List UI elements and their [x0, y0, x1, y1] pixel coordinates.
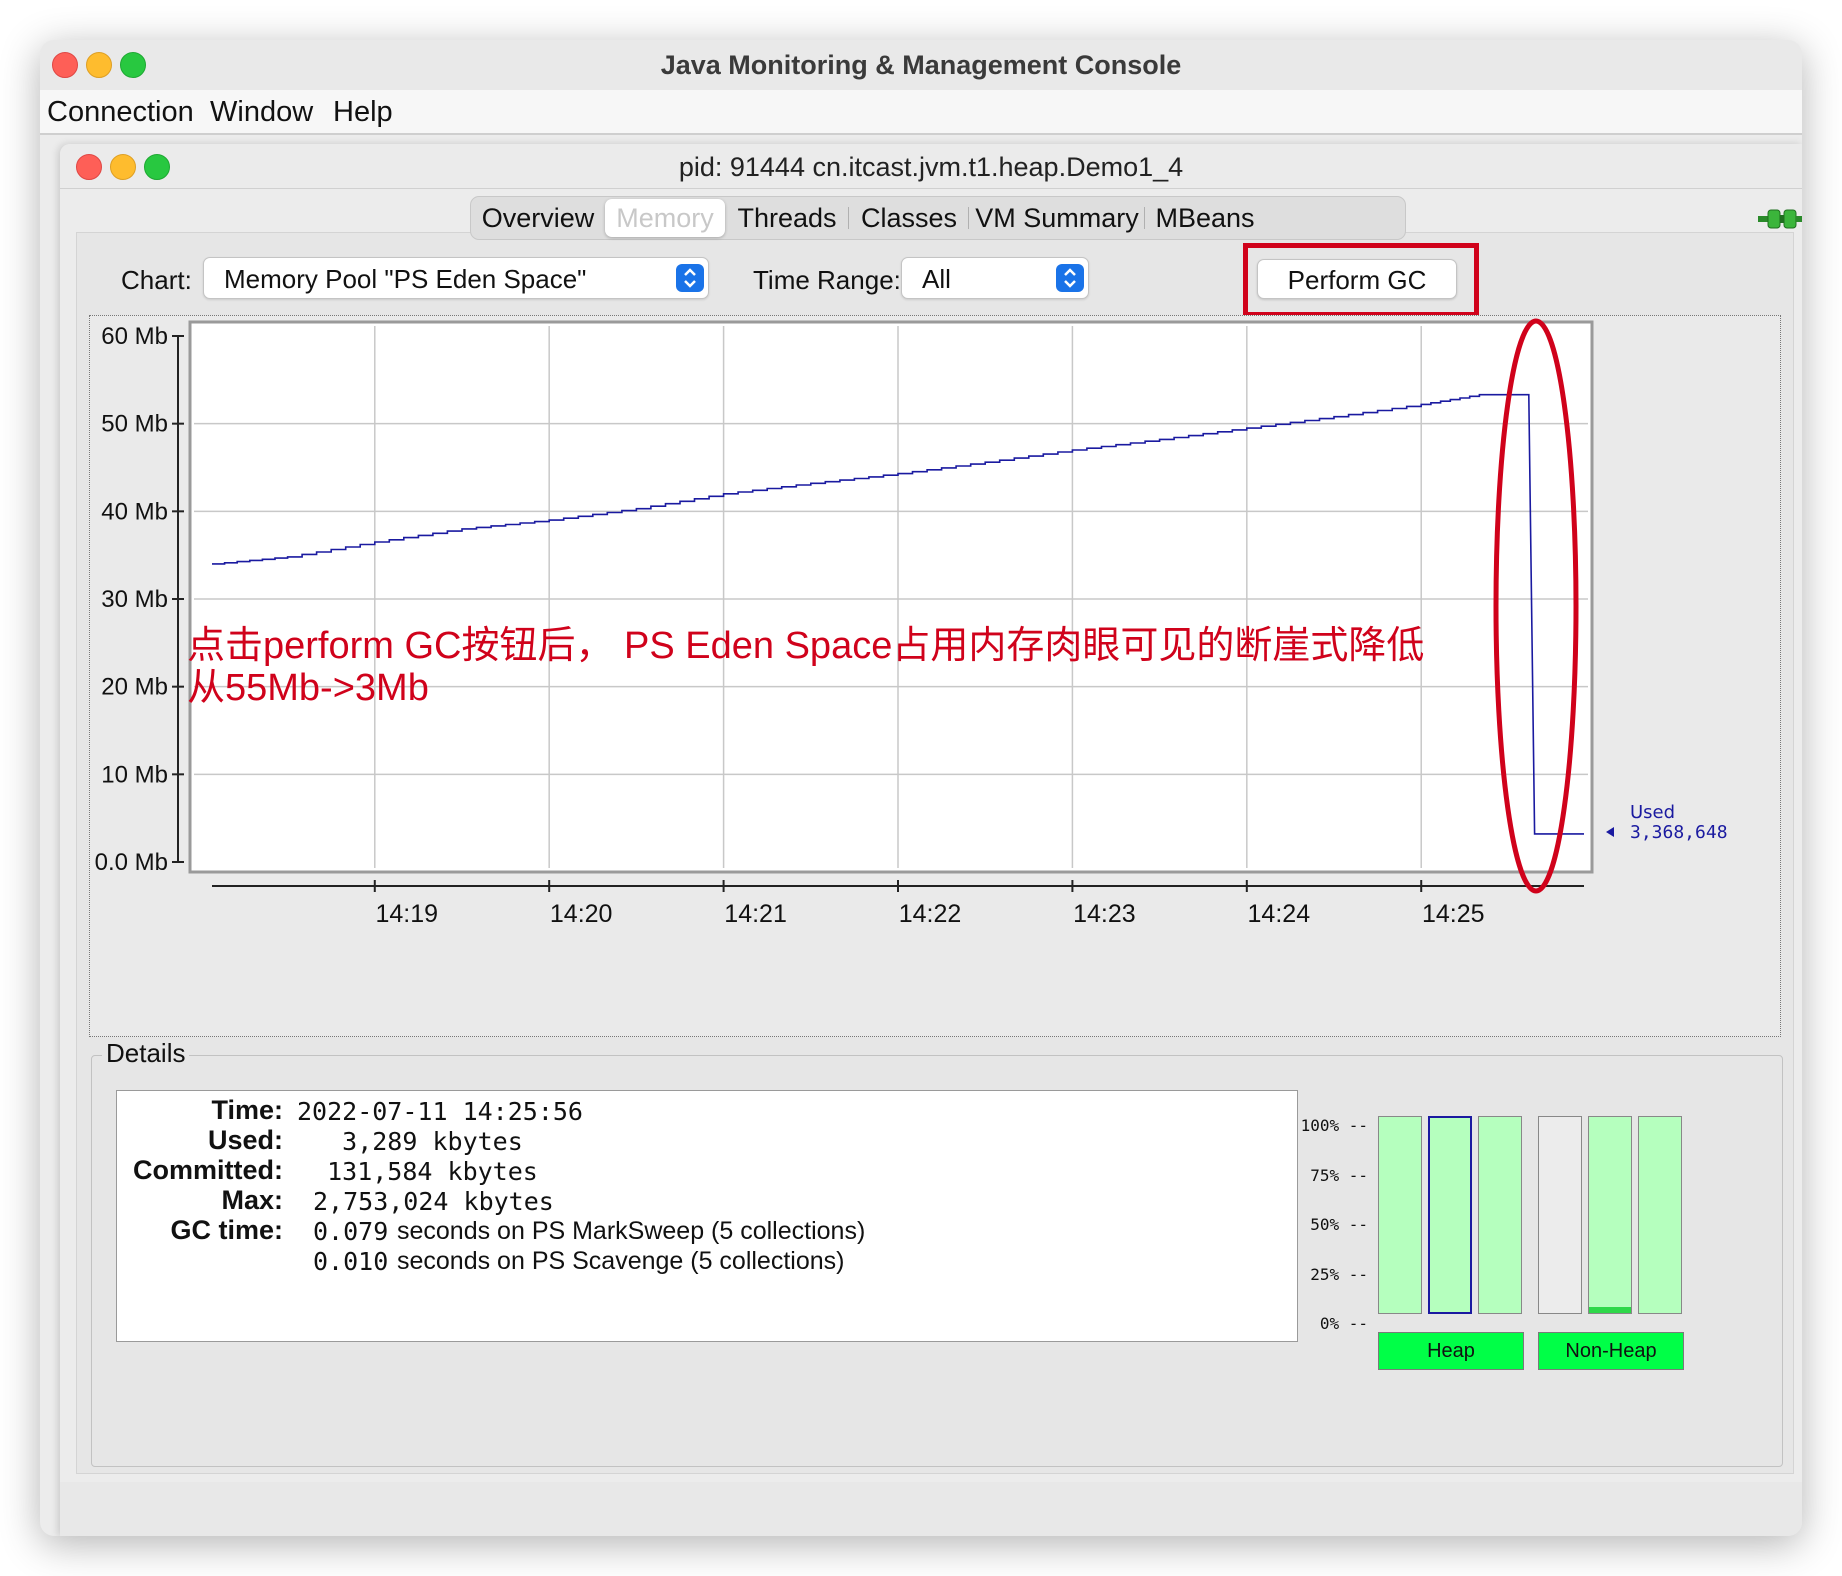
gc-time-markSweep-value: 0.079 — [313, 1217, 389, 1246]
committed-value: 131,584 kbytes — [297, 1157, 538, 1186]
y-axis-ticks: 60 Mb 50 Mb 40 Mb 30 Mb 20 Mb 10 Mb 0.0 Mb — [95, 323, 184, 876]
outer-title-bar: Java Monitoring & Management Console — [40, 40, 1802, 90]
minimize-window-icon[interactable] — [86, 52, 112, 78]
gc-time-scavenge-value: 0.010 — [313, 1247, 389, 1276]
perform-gc-button[interactable]: Perform GC — [1257, 259, 1457, 299]
close-window-icon[interactable] — [52, 52, 78, 78]
tab-overview[interactable]: Overview — [481, 203, 595, 233]
y-tick-label: 10 Mb — [101, 761, 168, 788]
chart-label: Chart: — [121, 265, 192, 295]
close-inner-window-icon[interactable] — [76, 154, 102, 180]
time-label: Time: — [211, 1095, 283, 1125]
outer-window-title: Java Monitoring & Management Console — [660, 50, 1182, 80]
nonheap-usage-bar[interactable] — [1538, 1116, 1582, 1314]
heap-button[interactable]: Heap — [1378, 1332, 1524, 1370]
time-range-label: Time Range: — [753, 265, 901, 295]
nonheap-button[interactable]: Non-Heap — [1538, 1332, 1684, 1370]
scale-75: 75% -- — [1310, 1166, 1368, 1185]
tab-mbeans[interactable]: MBeans — [1155, 203, 1255, 233]
jconsole-inner-window: pid: 91444 cn.itcast.jvm.t1.heap.Demo1_4… — [60, 144, 1802, 1536]
x-tick-label: 14:25 — [1422, 900, 1485, 928]
gc-time-scavenge-text: seconds on PS Scavenge (5 collections) — [397, 1247, 845, 1275]
heap-usage-bar[interactable] — [1378, 1116, 1422, 1314]
tab-memory[interactable]: Memory — [605, 199, 725, 237]
committed-label: Committed: — [133, 1155, 283, 1185]
details-title: Details — [102, 1038, 190, 1069]
tab-bar: Overview Memory Threads Classes VM Summary MB… — [470, 196, 1406, 240]
scale-100: 100% -- — [1300, 1116, 1368, 1135]
legend-used-label: Used — [1630, 802, 1675, 823]
details-box: Time: 2022-07-11 14:25:56 Used: 3,289 kb… — [116, 1090, 1298, 1342]
x-tick-label: 14:21 — [724, 900, 787, 928]
inner-window-title: pid: 91444 cn.itcast.jvm.t1.heap.Demo1_4 — [678, 152, 1184, 182]
legend-marker-icon — [1606, 827, 1614, 837]
scale-25: 25% -- — [1310, 1265, 1368, 1284]
nonheap-usage-bar[interactable] — [1588, 1116, 1632, 1314]
details-group: Details Time: 2022-07-11 14:25:56 Used: … — [91, 1038, 1783, 1467]
y-tick-label: 60 Mb — [101, 323, 168, 350]
chart-select[interactable]: Memory Pool "PS Eden Space" — [203, 257, 709, 299]
y-tick-label: 20 Mb — [101, 674, 168, 701]
tab-separator — [848, 207, 849, 229]
annotation-line-1: 点击perform GC按钮后， PS Eden Space占用内存肉眼可见的断… — [187, 625, 1425, 667]
tab-vm-summary[interactable]: VM Summary — [975, 203, 1139, 233]
time-range-value: All — [922, 264, 951, 294]
x-tick-label: 14:24 — [1248, 900, 1311, 928]
tab-separator — [1144, 207, 1145, 229]
usage-bars — [1378, 1116, 1688, 1316]
tab-separator — [968, 207, 969, 229]
time-range-select[interactable]: All — [901, 257, 1089, 299]
y-tick-label: 30 Mb — [101, 586, 168, 613]
memory-chart: 60 Mb 50 Mb 40 Mb 30 Mb 20 Mb 10 Mb 0.0 Mb 14:… — [95, 318, 1728, 928]
zoom-window-icon[interactable] — [120, 52, 146, 78]
zoom-inner-window-icon[interactable] — [144, 154, 170, 180]
jconsole-outer-window: Java Monitoring & Management Console Con… — [40, 40, 1802, 1536]
max-value: 2,753,024 kbytes — [313, 1187, 554, 1216]
chevron-updown-icon[interactable] — [1056, 264, 1084, 292]
x-axis-ticks: 14:19 14:20 14:21 14:22 14:23 14:24 14:25 — [373, 880, 1485, 928]
memory-chart-area: 60 Mb 50 Mb 40 Mb 30 Mb 20 Mb 10 Mb 0.0 Mb 14:… — [89, 315, 1781, 1037]
menu-connection[interactable]: Connection — [47, 96, 194, 128]
used-value: 3,289 kbytes — [297, 1127, 523, 1156]
x-tick-label: 14:20 — [550, 900, 613, 928]
status-bar — [60, 1482, 1802, 1536]
scale-0: 0% -- — [1319, 1314, 1368, 1333]
y-tick-label: 0.0 Mb — [95, 849, 168, 876]
tab-threads[interactable]: Threads — [737, 203, 837, 233]
x-tick-label: 14:22 — [899, 900, 962, 928]
used-series-line — [212, 393, 1584, 835]
plot-background — [190, 322, 1592, 872]
time-value: 2022-07-11 14:25:56 — [297, 1097, 583, 1126]
memory-tab-panel: Chart: Memory Pool "PS Eden Space" Time … — [76, 232, 1794, 1474]
connection-plug-icon[interactable] — [1758, 204, 1802, 234]
gc-time-label: GC time: — [170, 1215, 283, 1245]
heap-usage-bar[interactable] — [1478, 1116, 1522, 1314]
gc-drop-highlight-ellipse — [1493, 318, 1579, 894]
chart-select-value: Memory Pool "PS Eden Space" — [224, 264, 587, 294]
menu-window[interactable]: Window — [210, 96, 314, 128]
used-label: Used: — [207, 1125, 283, 1155]
inner-title-bar: pid: 91444 cn.itcast.jvm.t1.heap.Demo1_4 — [60, 144, 1802, 189]
menu-help[interactable]: Help — [333, 96, 393, 128]
legend-used-value: 3,368,648 — [1630, 822, 1728, 843]
nonheap-usage-bar[interactable] — [1638, 1116, 1682, 1314]
minimize-inner-window-icon[interactable] — [110, 154, 136, 180]
gc-time-markSweep-text: seconds on PS MarkSweep (5 collections) — [397, 1217, 866, 1245]
y-tick-label: 50 Mb — [101, 411, 168, 438]
max-label: Max: — [221, 1185, 283, 1215]
perform-gc-highlight-box — [1243, 243, 1479, 317]
x-tick-label: 14:23 — [1073, 900, 1136, 928]
heap-usage-bar[interactable] — [1428, 1116, 1472, 1314]
y-tick-label: 40 Mb — [101, 498, 168, 525]
scale-50: 50% -- — [1310, 1215, 1368, 1234]
tab-classes[interactable]: Classes — [860, 203, 958, 233]
annotation-line-2: 从55Mb->3Mb — [187, 667, 429, 709]
chevron-updown-icon[interactable] — [676, 264, 704, 292]
x-tick-label: 14:19 — [375, 900, 438, 928]
plot-border — [188, 320, 1594, 874]
chart-grid — [194, 326, 1588, 868]
menu-bar: Connection Window Help — [40, 90, 1802, 135]
red-annotation: 点击perform GC按钮后， PS Eden Space占用内存肉眼可见的断… — [187, 625, 1424, 709]
